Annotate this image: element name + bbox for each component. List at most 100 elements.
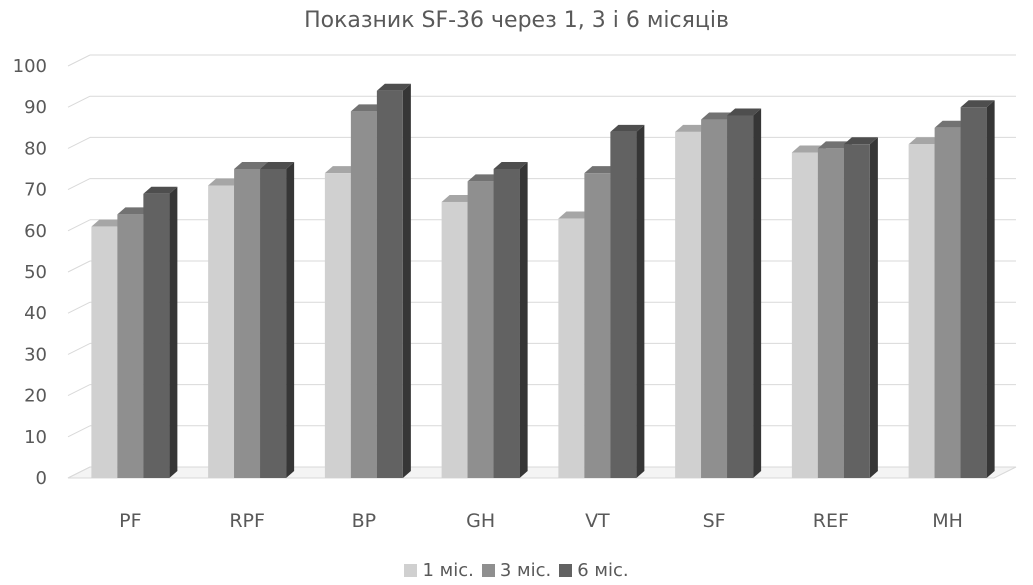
- bar-side: [869, 137, 878, 478]
- bar: [376, 83, 411, 478]
- bar-front: [960, 107, 987, 478]
- bar: [960, 100, 995, 478]
- x-category-label: PF: [119, 510, 141, 532]
- bar: [493, 162, 528, 478]
- bar-top: [727, 108, 762, 116]
- bar-front: [143, 193, 170, 478]
- bar-front: [610, 131, 637, 479]
- bar-side: [986, 100, 995, 478]
- x-category-label: REF: [813, 510, 849, 532]
- bar-front: [843, 144, 870, 478]
- gridline-side: [67, 219, 91, 232]
- bar-top: [558, 211, 593, 219]
- chart-title: Показник SF-36 через 1, 3 і 6 місяців: [304, 8, 729, 33]
- bar-side: [519, 162, 528, 478]
- y-tick-label: 40: [24, 303, 47, 324]
- bar-front: [701, 119, 728, 478]
- y-tick-label: 10: [24, 427, 47, 448]
- bar-front: [727, 115, 754, 478]
- bar-front: [234, 169, 261, 478]
- gridline-side: [67, 342, 91, 355]
- bar-front: [260, 169, 287, 478]
- bar-front: [791, 152, 818, 478]
- x-category-label: VT: [585, 510, 610, 532]
- bar-front: [376, 90, 403, 478]
- bar-top: [791, 145, 826, 153]
- x-category-label: SF: [703, 510, 726, 532]
- bar-top: [493, 162, 528, 169]
- legend-item: 1 міс.: [404, 560, 474, 581]
- bar-front: [817, 148, 844, 478]
- bar-top: [934, 120, 969, 128]
- legend-swatch: [404, 564, 418, 577]
- legend-item: 3 міс.: [481, 560, 551, 581]
- x-axis-category-labels: PF RPF BP GH VT SF REF MH: [119, 510, 963, 532]
- bar-top: [324, 166, 359, 174]
- bar-top: [143, 186, 178, 194]
- x-category-label: GH: [466, 510, 495, 532]
- y-tick-label: 60: [24, 221, 47, 242]
- bar-front: [675, 131, 702, 479]
- bar-top: [467, 174, 502, 182]
- bar-front: [117, 214, 144, 478]
- gridline-side: [67, 384, 91, 397]
- y-tick-label: 90: [24, 97, 47, 118]
- bar-top: [817, 141, 852, 149]
- bar-top: [843, 137, 878, 145]
- gridline-side: [67, 260, 91, 273]
- bar-side: [402, 83, 411, 478]
- y-axis-tick-labels: 0 10 20 30 40 50 60 70 80 90 100: [13, 56, 47, 489]
- gridline-side: [67, 178, 91, 191]
- gridline-side: [67, 425, 91, 438]
- bar-front: [441, 201, 468, 478]
- bar-side: [636, 124, 645, 479]
- bar-front: [350, 111, 377, 478]
- gridline-side: [67, 301, 91, 314]
- legend-item: 6 міс.: [559, 560, 629, 581]
- bar-front: [584, 173, 611, 478]
- bar-top: [208, 178, 243, 186]
- bar: [260, 162, 295, 478]
- x-category-label: BP: [352, 510, 377, 532]
- y-tick-label: 80: [24, 138, 47, 159]
- gridline-side: [67, 95, 91, 108]
- bar-front: [324, 173, 351, 478]
- bar-front: [467, 181, 494, 479]
- bar-front: [558, 218, 585, 478]
- x-category-label: MH: [932, 510, 963, 532]
- bar-front: [934, 127, 961, 479]
- bar-side: [286, 162, 295, 478]
- gridline-side: [67, 136, 91, 149]
- bar-top: [117, 207, 152, 215]
- legend-label: 6 міс.: [577, 560, 629, 581]
- y-tick-label: 20: [24, 386, 47, 407]
- y-tick-label: 30: [24, 344, 47, 365]
- bar: [143, 186, 178, 478]
- bar-top: [260, 162, 295, 169]
- bar-top: [960, 100, 995, 108]
- bar-top: [908, 137, 943, 145]
- bar-front: [91, 226, 118, 478]
- bar-side: [169, 186, 178, 478]
- legend-label: 1 міс.: [422, 560, 474, 581]
- legend-swatch: [559, 564, 573, 577]
- bar-top: [234, 162, 269, 169]
- bar-top: [376, 83, 411, 91]
- chart-plot: 0 10 20 30 40 50 60 70 80 90 100 PF RPF BP GH VT SF REF M…: [13, 54, 1017, 532]
- bar-front: [493, 169, 520, 478]
- y-tick-label: 70: [24, 180, 47, 201]
- bar-top: [610, 124, 645, 132]
- legend: 1 міс. 3 міс. 6 міс.: [0, 560, 1033, 581]
- y-tick-label: 0: [36, 468, 47, 489]
- bar-top: [441, 194, 476, 202]
- bar-front: [208, 185, 235, 479]
- bar: [843, 137, 878, 478]
- gridline-side: [67, 54, 91, 67]
- bar-top: [701, 112, 736, 120]
- bar: [610, 124, 645, 479]
- x-category-label: RPF: [229, 510, 265, 532]
- bar-top: [350, 104, 385, 112]
- y-tick-label: 100: [13, 56, 47, 77]
- bar: [727, 108, 762, 478]
